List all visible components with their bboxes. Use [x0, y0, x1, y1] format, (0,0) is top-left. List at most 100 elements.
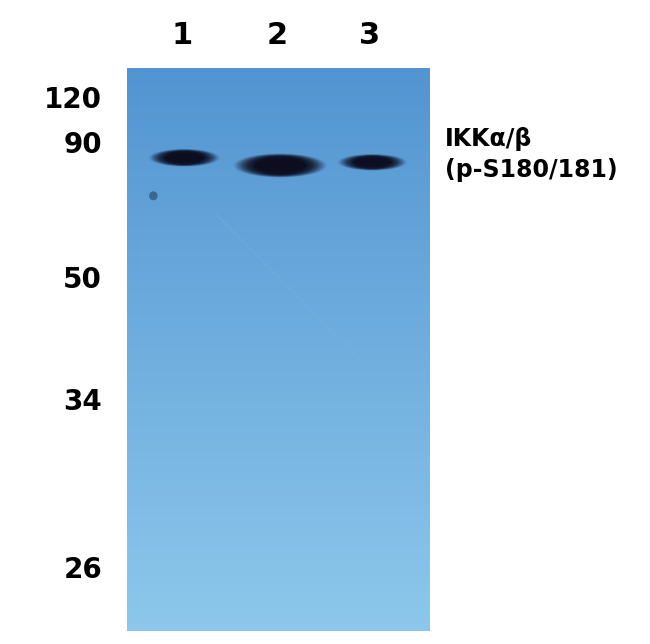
- Bar: [127, 518, 430, 521]
- Ellipse shape: [352, 156, 393, 169]
- Bar: [127, 68, 430, 70]
- Bar: [127, 544, 430, 547]
- Bar: [127, 276, 430, 279]
- Ellipse shape: [157, 150, 212, 166]
- Ellipse shape: [149, 191, 158, 200]
- Bar: [127, 118, 430, 121]
- Bar: [127, 234, 430, 237]
- Ellipse shape: [161, 151, 208, 165]
- Ellipse shape: [165, 151, 203, 164]
- Ellipse shape: [235, 154, 325, 177]
- Bar: [127, 529, 430, 533]
- Bar: [127, 279, 430, 282]
- Bar: [127, 403, 430, 406]
- Bar: [127, 113, 430, 115]
- Ellipse shape: [244, 155, 316, 176]
- Bar: [127, 442, 430, 445]
- Bar: [127, 623, 430, 625]
- Ellipse shape: [247, 156, 313, 175]
- Ellipse shape: [239, 155, 321, 176]
- Bar: [127, 93, 430, 96]
- Ellipse shape: [243, 155, 317, 176]
- Bar: [127, 169, 430, 172]
- Ellipse shape: [348, 155, 396, 169]
- Ellipse shape: [344, 155, 400, 169]
- Bar: [127, 482, 430, 485]
- Bar: [127, 521, 430, 524]
- Ellipse shape: [251, 156, 309, 175]
- Ellipse shape: [354, 156, 391, 168]
- Bar: [127, 431, 430, 434]
- Bar: [127, 144, 430, 147]
- Bar: [127, 296, 430, 299]
- Bar: [127, 412, 430, 414]
- Bar: [127, 310, 430, 313]
- Bar: [127, 527, 430, 529]
- Bar: [127, 336, 430, 338]
- Ellipse shape: [352, 156, 393, 169]
- Bar: [127, 485, 430, 488]
- Bar: [127, 493, 430, 496]
- Bar: [127, 270, 430, 273]
- Bar: [127, 189, 430, 192]
- Bar: [127, 408, 430, 412]
- Bar: [127, 254, 430, 256]
- Bar: [127, 327, 430, 330]
- Text: 34: 34: [63, 388, 102, 417]
- Ellipse shape: [242, 155, 318, 176]
- Bar: [127, 135, 430, 138]
- Bar: [127, 160, 430, 164]
- Bar: [127, 166, 430, 169]
- Bar: [127, 180, 430, 183]
- Bar: [127, 504, 430, 507]
- Bar: [127, 194, 430, 197]
- Ellipse shape: [341, 155, 404, 170]
- Bar: [127, 533, 430, 535]
- Ellipse shape: [341, 155, 404, 170]
- Ellipse shape: [353, 156, 391, 168]
- Bar: [127, 73, 430, 76]
- Ellipse shape: [248, 156, 312, 175]
- Bar: [127, 629, 430, 631]
- Bar: [127, 265, 430, 268]
- Ellipse shape: [164, 151, 204, 164]
- Bar: [127, 149, 430, 152]
- Bar: [127, 209, 430, 211]
- Bar: [127, 488, 430, 490]
- Bar: [127, 434, 430, 437]
- Bar: [127, 502, 430, 504]
- Bar: [127, 301, 430, 305]
- Text: 90: 90: [64, 131, 102, 159]
- Ellipse shape: [343, 155, 401, 170]
- Bar: [127, 158, 430, 160]
- Ellipse shape: [346, 155, 399, 169]
- Bar: [127, 564, 430, 566]
- Text: 50: 50: [63, 266, 102, 294]
- Bar: [127, 453, 430, 457]
- Bar: [127, 603, 430, 606]
- Bar: [127, 363, 430, 366]
- Bar: [127, 96, 430, 99]
- Bar: [127, 240, 430, 242]
- Bar: [127, 251, 430, 254]
- Text: 1: 1: [172, 21, 193, 50]
- Bar: [127, 70, 430, 73]
- Bar: [127, 620, 430, 623]
- Bar: [127, 79, 430, 82]
- Ellipse shape: [151, 149, 217, 166]
- Bar: [127, 498, 430, 502]
- Ellipse shape: [238, 154, 322, 177]
- Bar: [127, 341, 430, 344]
- Bar: [127, 82, 430, 84]
- Bar: [127, 445, 430, 448]
- Bar: [127, 200, 430, 203]
- Bar: [127, 448, 430, 451]
- Bar: [127, 479, 430, 482]
- Bar: [127, 426, 430, 428]
- Bar: [127, 406, 430, 408]
- Bar: [127, 155, 430, 158]
- Ellipse shape: [151, 149, 218, 166]
- Ellipse shape: [153, 149, 215, 166]
- Ellipse shape: [245, 155, 315, 176]
- Bar: [127, 318, 430, 321]
